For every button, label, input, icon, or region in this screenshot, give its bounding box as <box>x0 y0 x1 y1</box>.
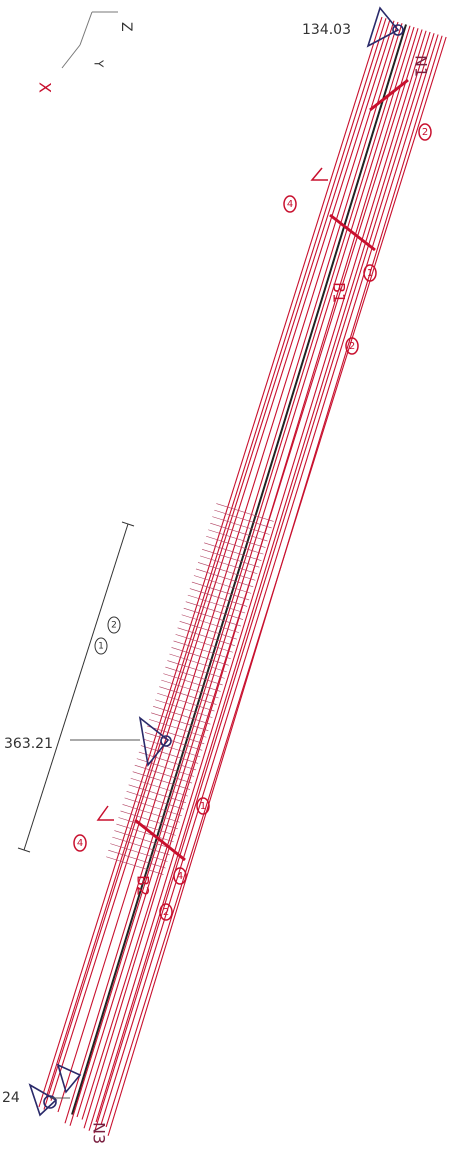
beam-line <box>94 33 434 1133</box>
hatch-line <box>182 615 239 633</box>
hatch <box>106 504 273 875</box>
beam-line <box>96 32 430 1122</box>
support-value: 24 <box>2 1090 20 1106</box>
hatch-line <box>196 569 253 587</box>
hatch-line <box>190 589 247 607</box>
marker: 2 <box>349 341 355 352</box>
hatch-line <box>163 674 220 692</box>
hatch-line <box>216 504 273 522</box>
hatch-line <box>200 556 257 574</box>
beam-label: B2 <box>134 875 153 896</box>
hatch-line <box>202 549 259 567</box>
node-label: N3 <box>90 1122 109 1144</box>
beam-line <box>44 19 390 1109</box>
marker: 4 <box>287 199 293 210</box>
hatch-line <box>180 621 237 639</box>
hatch-line <box>210 523 267 541</box>
support <box>30 8 403 1115</box>
hatch-line <box>178 628 235 646</box>
drawing: Z Y X 134.03 363.21 24 N1 N3 B1 B2 4 2 4… <box>0 0 453 1160</box>
hatch-line <box>171 647 228 665</box>
hatch-line <box>167 661 224 679</box>
axis-label: Z <box>118 22 134 32</box>
marker: 2 <box>422 127 428 138</box>
beam-line <box>77 27 414 1117</box>
beam-line <box>106 37 446 1127</box>
marker: 2 <box>163 907 169 918</box>
hatch-line <box>176 634 233 652</box>
marker: 4 <box>77 838 83 849</box>
hatch-line <box>214 510 271 528</box>
marker: 4 <box>177 871 183 882</box>
beam-line <box>51 21 394 1101</box>
support-value: 363.21 <box>4 736 53 752</box>
axis-label: Y <box>92 59 106 68</box>
node-label: N1 <box>412 55 431 77</box>
beam-label: B1 <box>330 282 349 303</box>
beam-line <box>101 35 438 1125</box>
hatch-line <box>184 608 241 626</box>
marker: 1 <box>200 801 206 812</box>
hatch-line <box>161 680 218 698</box>
hatch-line <box>165 667 222 685</box>
hatch-line <box>169 654 226 672</box>
marker: 2 <box>111 621 117 631</box>
dimension-line <box>18 522 134 852</box>
beam-line <box>82 30 422 1120</box>
marker: 1 <box>367 268 373 279</box>
hatch-line <box>206 536 263 554</box>
beam-line <box>46 18 386 1098</box>
marker: 1 <box>98 642 104 652</box>
hatch-line <box>186 602 243 620</box>
beam-line <box>89 31 426 1131</box>
axis-label: X <box>36 82 55 93</box>
beam-line <box>72 25 406 1115</box>
hatch-line <box>192 582 249 600</box>
support-value: 134.03 <box>302 22 351 38</box>
hatch-line <box>188 595 245 613</box>
hatch-line <box>194 576 251 594</box>
hatch-line <box>198 562 255 580</box>
hatch-line <box>159 687 216 705</box>
beam-line <box>58 22 398 1112</box>
axis-triad <box>62 12 118 68</box>
beam-line <box>39 17 382 1107</box>
hatch-line <box>204 543 261 561</box>
hatch-line <box>212 517 269 535</box>
hatch-line <box>174 641 231 659</box>
hatch-line <box>208 530 265 548</box>
